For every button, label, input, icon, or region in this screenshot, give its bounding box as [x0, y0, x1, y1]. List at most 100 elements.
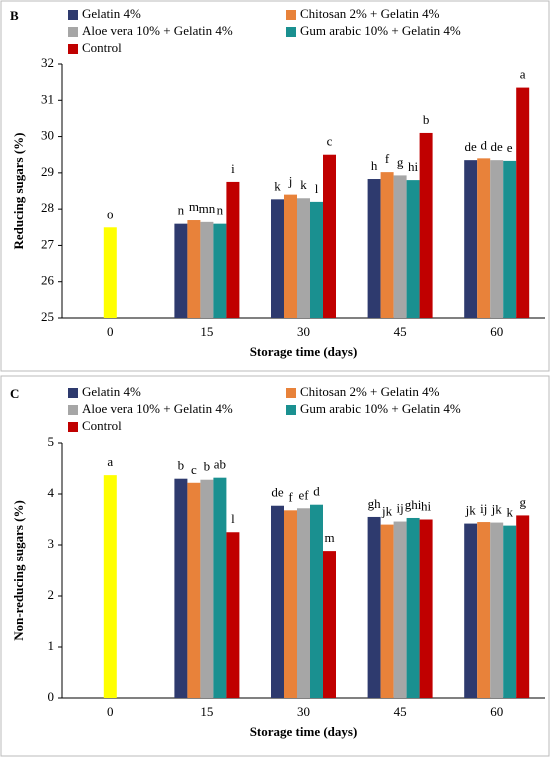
legend-label: Aloe vera 10% + Gelatin 4%	[82, 401, 233, 416]
legend-swatch	[68, 27, 78, 37]
bar	[226, 532, 240, 698]
bar	[187, 482, 201, 698]
bar	[226, 181, 240, 318]
bar	[419, 519, 433, 698]
legend-label: Gelatin 4%	[82, 6, 141, 21]
x-tick-label: 30	[297, 704, 310, 719]
bar	[477, 522, 491, 698]
legend-swatch	[286, 27, 296, 37]
bar	[297, 198, 310, 318]
significance-letter: hi	[421, 498, 432, 513]
y-tick-label: 0	[48, 689, 55, 704]
significance-letter: gh	[368, 496, 382, 511]
bar	[200, 479, 214, 698]
significance-letter: h	[371, 158, 378, 173]
bar	[103, 475, 117, 698]
bar	[297, 508, 310, 698]
significance-letter: mn	[199, 201, 216, 216]
significance-letter: l	[315, 181, 319, 196]
legend-label: Aloe vera 10% + Gelatin 4%	[82, 23, 233, 38]
bar	[367, 179, 381, 318]
bar	[284, 194, 297, 318]
significance-letter: n	[217, 203, 224, 218]
x-tick-label: 45	[394, 324, 407, 339]
y-tick-label: 4	[48, 485, 55, 500]
bar	[419, 132, 433, 318]
panel-letter: B	[10, 8, 19, 23]
bar	[406, 180, 420, 318]
bar	[516, 515, 530, 698]
bar	[174, 478, 188, 698]
y-tick-label: 30	[41, 128, 54, 143]
bar	[503, 525, 517, 698]
bar	[187, 220, 201, 318]
legend-label: Control	[82, 40, 122, 55]
significance-letter: f	[288, 489, 293, 504]
significance-letter: a	[107, 454, 113, 469]
significance-letter: ghi	[405, 497, 422, 512]
bar	[271, 505, 284, 698]
y-axis-label: Non-reducing sugars (%)	[11, 500, 26, 641]
bar	[464, 160, 478, 318]
bar	[310, 201, 323, 318]
bar	[516, 87, 530, 318]
legend-swatch	[68, 10, 78, 20]
significance-letter: d	[313, 484, 320, 499]
legend-label: Chitosan 2% + Gelatin 4%	[300, 6, 440, 21]
bar	[503, 160, 517, 318]
y-tick-label: 25	[41, 309, 54, 324]
bar	[310, 504, 323, 698]
legend-label: Gum arabic 10% + Gelatin 4%	[300, 401, 461, 416]
bar	[200, 221, 214, 318]
significance-letter: d	[480, 137, 487, 152]
significance-letter: de	[271, 485, 284, 500]
bar	[380, 172, 394, 318]
x-axis-label: Storage time (days)	[250, 344, 358, 359]
y-tick-label: 26	[41, 273, 55, 288]
significance-letter: o	[107, 206, 114, 221]
significance-letter: ef	[298, 487, 309, 502]
significance-letter: b	[423, 112, 430, 127]
legend-swatch	[68, 44, 78, 54]
x-tick-label: 0	[107, 704, 114, 719]
panel-letter: C	[10, 386, 19, 401]
significance-letter: l	[231, 511, 235, 526]
significance-letter: k	[300, 177, 307, 192]
bar	[464, 523, 478, 698]
significance-letter: jk	[491, 502, 503, 517]
significance-letter: b	[204, 459, 211, 474]
panel-frame	[0, 375, 550, 757]
bar	[271, 199, 284, 318]
bar	[490, 160, 504, 318]
legend-swatch	[286, 388, 296, 398]
legend-swatch	[286, 405, 296, 415]
bar	[393, 521, 407, 698]
legend-label: Gelatin 4%	[82, 384, 141, 399]
bar	[380, 524, 394, 698]
y-tick-label: 31	[41, 91, 54, 106]
x-tick-label: 60	[490, 324, 503, 339]
bar	[393, 175, 407, 318]
significance-letter: hi	[408, 159, 419, 174]
y-tick-label: 27	[41, 236, 55, 251]
significance-letter: jk	[465, 503, 477, 518]
significance-letter: k	[274, 178, 281, 193]
legend-label: Gum arabic 10% + Gelatin 4%	[300, 23, 461, 38]
significance-letter: g	[397, 154, 404, 169]
significance-letter: jk	[381, 504, 393, 519]
significance-letter: g	[519, 494, 526, 509]
significance-letter: a	[520, 67, 526, 82]
significance-letter: c	[327, 134, 333, 149]
significance-letter: ij	[396, 501, 403, 516]
bar	[323, 551, 336, 698]
significance-letter: de	[491, 139, 504, 154]
significance-letter: n	[178, 203, 185, 218]
y-tick-label: 5	[48, 434, 55, 449]
x-tick-label: 30	[297, 324, 310, 339]
significance-letter: b	[178, 458, 185, 473]
legend-label: Control	[82, 418, 122, 433]
bar	[477, 158, 491, 318]
y-tick-label: 28	[41, 200, 54, 215]
bar	[174, 223, 188, 318]
